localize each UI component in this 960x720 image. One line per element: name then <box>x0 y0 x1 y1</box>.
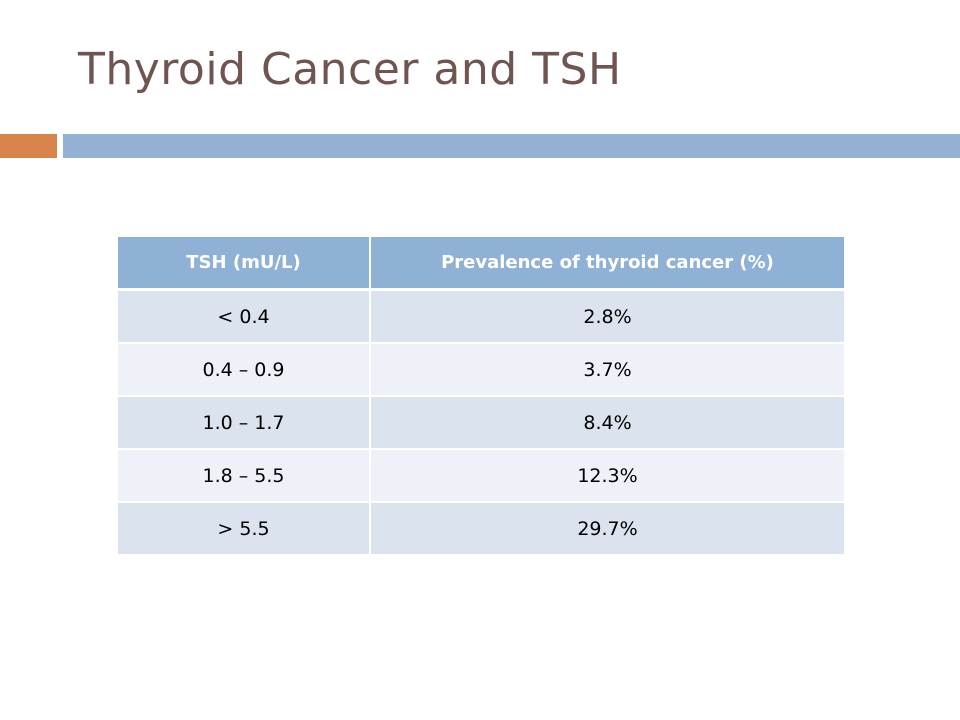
header-prevalence: Prevalence of thyroid cancer (%) <box>369 235 846 291</box>
tsh-range-cell: > 5.5 <box>116 501 371 556</box>
prevalence-cell: 29.7% <box>369 501 846 556</box>
tsh-range-cell: 1.0 – 1.7 <box>116 395 371 450</box>
tsh-range-cell: 0.4 – 0.9 <box>116 342 371 397</box>
table-row: 1.8 – 5.5 12.3% <box>116 448 846 503</box>
slide-title: Thyroid Cancer and TSH <box>78 44 622 95</box>
tsh-range-cell: 1.8 – 5.5 <box>116 448 371 503</box>
table-row: < 0.4 2.8% <box>116 288 846 344</box>
prevalence-cell: 12.3% <box>369 448 846 503</box>
table-row: 0.4 – 0.9 3.7% <box>116 342 846 397</box>
prevalence-cell: 8.4% <box>369 395 846 450</box>
table-row: 1.0 – 1.7 8.4% <box>116 395 846 450</box>
title-accent-bar <box>0 134 57 158</box>
tsh-prevalence-table-container: TSH (mU/L) Prevalence of thyroid cancer … <box>116 235 846 556</box>
tsh-prevalence-table: TSH (mU/L) Prevalence of thyroid cancer … <box>116 235 846 556</box>
header-tsh: TSH (mU/L) <box>116 235 371 291</box>
title-rule-bar <box>63 134 960 158</box>
tsh-range-cell: < 0.4 <box>116 288 371 344</box>
table-header-row: TSH (mU/L) Prevalence of thyroid cancer … <box>116 235 846 291</box>
table-row: > 5.5 29.7% <box>116 501 846 556</box>
prevalence-cell: 3.7% <box>369 342 846 397</box>
prevalence-cell: 2.8% <box>369 288 846 344</box>
